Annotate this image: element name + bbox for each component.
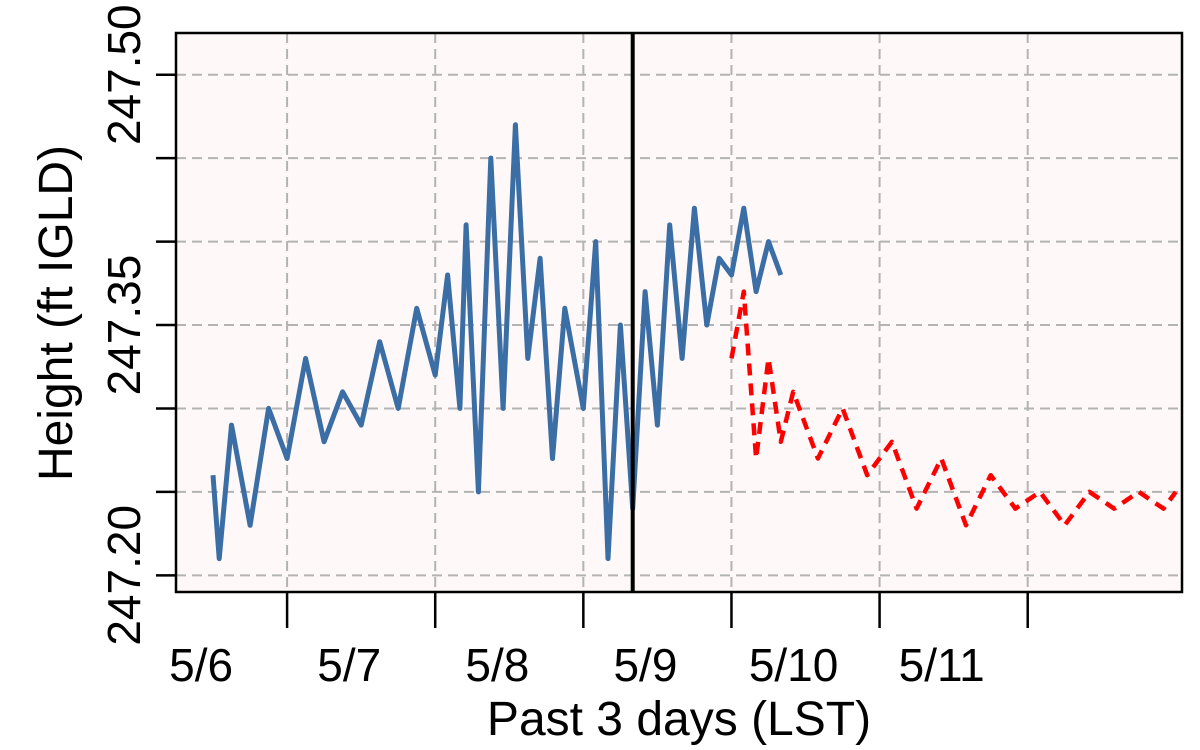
x-tick-label: 5/7 [317,639,381,691]
y-axis-label: Height (ft IGLD) [30,145,83,481]
y-tick-label: 247.35 [98,255,150,396]
y-tick-label: 247.20 [98,505,150,646]
x-tick-label: 5/10 [749,639,839,691]
plot-frame [174,31,1184,594]
x-tick-label: 5/6 [169,639,233,691]
observed-series-line [210,122,784,562]
y-axis: 247.20 247.35 247.50 [98,4,176,646]
series-lines [210,122,1178,562]
x-tick-label: 5/11 [899,639,985,691]
y-tick-label: 247.50 [98,4,150,145]
x-tick-label: 5/8 [465,639,529,691]
x-axis-label: Past 3 days (LST) [487,693,871,746]
forecast-series-line [729,289,1178,528]
x-axis: 5/6 5/7 5/8 5/9 5/10 5/11 [169,592,1029,691]
x-tick-label: 5/9 [613,639,677,691]
